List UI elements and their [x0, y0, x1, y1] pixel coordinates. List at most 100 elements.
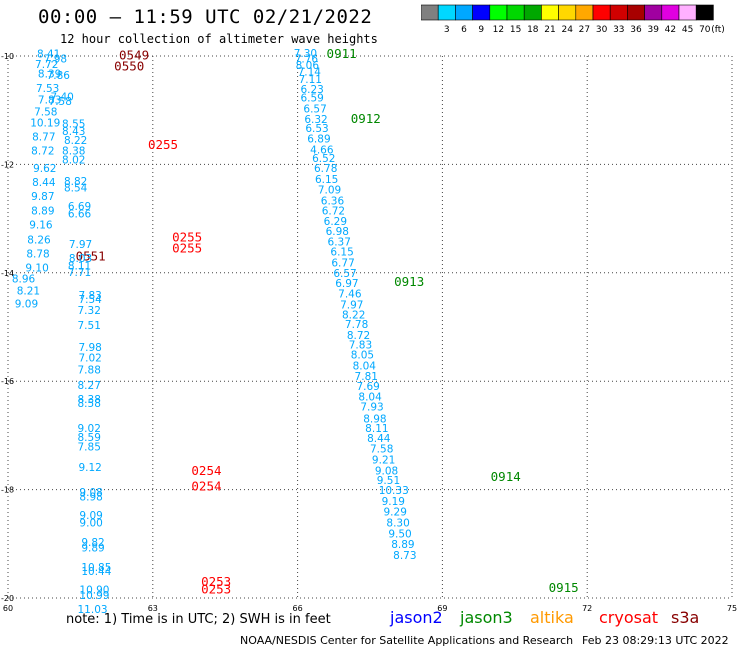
swh-value: 7.53: [36, 83, 59, 95]
swh-value: 8.59: [78, 432, 101, 444]
swh-value: 6.57: [303, 103, 326, 115]
color-scale-tick: 3: [444, 25, 450, 35]
y-tick-label: -14: [1, 269, 14, 278]
chart-subtitle: 12 hour collection of altimeter wave hei…: [60, 32, 378, 46]
pass-time-label: 0253: [201, 574, 231, 589]
swh-value: 6.77: [331, 257, 354, 269]
swh-value: 6.15: [315, 174, 338, 186]
swh-value: 8.72: [31, 146, 54, 158]
swh-value: 8.73: [393, 550, 416, 562]
swh-value: 8.44: [32, 177, 56, 189]
color-scale-tick: 12: [493, 25, 504, 35]
footnote: note: 1) Time is in UTC; 2) SWH is in fe…: [66, 612, 331, 627]
swh-value: 8.98: [79, 491, 102, 503]
swh-value: 7.72: [35, 59, 58, 71]
pass-time-label: 0911: [327, 46, 357, 61]
swh-value: 8.89: [391, 539, 414, 551]
swh-value: 8.38: [62, 146, 85, 158]
swh-value: 10.90: [79, 585, 109, 597]
color-scale-tick: 6: [461, 25, 467, 35]
color-scale-tick: 27: [579, 25, 590, 35]
swh-value: 7.93: [360, 401, 383, 413]
swh-value: 7.83: [78, 290, 101, 302]
color-scale-unit: (ft): [711, 25, 725, 35]
swh-value: 8.39: [38, 69, 61, 81]
swh-value: 6.23: [300, 84, 323, 96]
swh-value: 7.58: [49, 96, 72, 108]
swh-value: 9.29: [384, 507, 407, 519]
pass-time-label: 0253: [201, 582, 231, 597]
swh-value: 7.86: [47, 70, 71, 82]
color-scale-tick: 42: [665, 25, 676, 35]
swh-value: 7.51: [78, 320, 101, 332]
swh-value: 4.66: [310, 145, 334, 157]
pass-time-label: 0550: [114, 59, 144, 74]
y-tick-label: -20: [1, 594, 14, 603]
color-scale-tick: 39: [647, 25, 659, 35]
swh-value: 6.52: [312, 153, 335, 165]
swh-value: 6.69: [68, 201, 91, 213]
x-tick-label: 75: [727, 604, 737, 613]
swh-value: 7.14: [298, 67, 322, 79]
swh-value: 6.89: [307, 134, 330, 146]
swh-value: 8.58: [78, 398, 101, 410]
pass-time-label: 0551: [76, 248, 106, 263]
color-scale-tick: 18: [527, 25, 539, 35]
swh-value: 8.89: [31, 205, 54, 217]
swh-value: 7.40: [50, 91, 73, 103]
swh-value: 7.69: [356, 381, 379, 393]
swh-value: 8.43: [62, 126, 85, 138]
swh-value: 8.78: [26, 249, 49, 261]
swh-value: 7.97: [69, 239, 92, 251]
y-tick-label: -10: [1, 52, 14, 61]
x-tick-label: 72: [582, 604, 592, 613]
swh-value: 6.59: [300, 93, 323, 105]
swh-value: 7.46: [338, 289, 362, 301]
legend-jason3: jason3: [460, 608, 513, 627]
swh-value: 7.88: [78, 365, 101, 377]
swh-value: 8.03: [69, 253, 92, 265]
swh-value: 7.32: [78, 305, 101, 317]
y-tick-label: -12: [1, 160, 14, 169]
swh-value: 6.32: [304, 114, 327, 126]
legend-cryosat: cryosat: [599, 608, 659, 627]
swh-value: 7.83: [349, 340, 372, 352]
swh-value: 7.98: [78, 342, 101, 354]
swh-value: 7.02: [78, 353, 101, 365]
swh-value: 10.99: [79, 590, 109, 602]
swh-value: 9.08: [375, 465, 398, 477]
swh-value: 8.11: [365, 423, 388, 435]
credit-line: NOAA/NESDIS Center for Satellite Applica…: [240, 634, 574, 647]
swh-value: 8.98: [363, 413, 386, 425]
swh-value: 7.11: [299, 74, 322, 86]
x-tick-label: 69: [437, 604, 447, 613]
color-scale-tick: 30: [596, 25, 608, 35]
swh-value: 10.19: [30, 117, 60, 129]
swh-value: 6.29: [324, 216, 347, 228]
swh-value: 8.54: [64, 183, 88, 195]
y-tick-label: -16: [1, 377, 14, 386]
swh-value: 8.44: [367, 433, 391, 445]
swh-value: 9.09: [79, 510, 102, 522]
swh-value: 9.89: [81, 542, 104, 554]
swh-value: 8.77: [32, 132, 55, 144]
swh-value: 9.10: [25, 263, 48, 275]
swh-value: 7.81: [355, 371, 378, 383]
legend-altika: altika: [530, 608, 574, 627]
swh-value: 6.53: [305, 123, 328, 135]
swh-value: 9.82: [81, 537, 104, 549]
swh-value: 7.83: [38, 95, 61, 107]
pass-time-label: 0255: [148, 137, 178, 152]
swh-value: 9.21: [372, 455, 395, 467]
swh-value: 8.41: [37, 49, 60, 61]
swh-value: 6.37: [328, 237, 351, 249]
swh-value: 7.71: [68, 267, 91, 279]
pass-time-label: 0254: [191, 479, 221, 494]
swh-value: 8.21: [17, 285, 40, 297]
swh-value: 8.27: [78, 380, 101, 392]
swh-value: 9.09: [15, 298, 38, 310]
swh-value: 8.06: [296, 60, 320, 72]
swh-value: 6.57: [333, 268, 356, 280]
swh-value: 9.50: [388, 528, 411, 540]
swh-value: 8.05: [351, 349, 374, 361]
